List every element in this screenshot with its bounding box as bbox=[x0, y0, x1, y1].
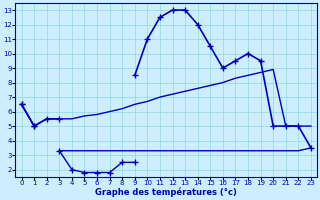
X-axis label: Graphe des températures (°c): Graphe des températures (°c) bbox=[95, 188, 237, 197]
